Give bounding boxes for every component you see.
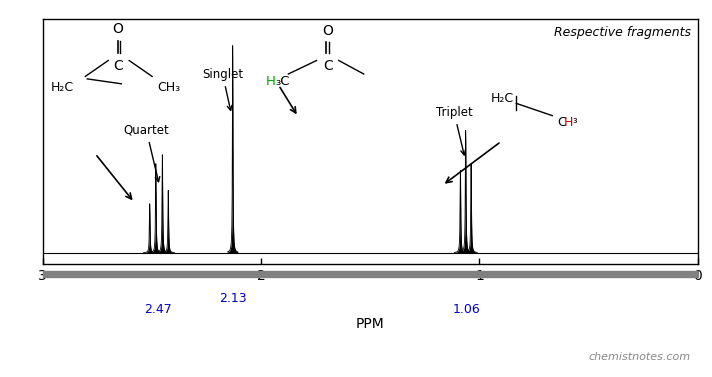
- Text: ₃C: ₃C: [276, 75, 290, 88]
- Text: chemistnotes.com: chemistnotes.com: [589, 352, 691, 362]
- Text: Singlet: Singlet: [202, 68, 244, 110]
- Text: 1.06: 1.06: [452, 303, 480, 316]
- Text: Triplet: Triplet: [436, 106, 473, 155]
- Text: CH₃: CH₃: [157, 81, 180, 94]
- Text: H₂C: H₂C: [491, 92, 514, 105]
- Text: O: O: [112, 22, 123, 36]
- Text: PPM: PPM: [356, 317, 384, 331]
- Bar: [43, 271, 698, 277]
- Text: 2.13: 2.13: [219, 292, 246, 305]
- Text: 2.47: 2.47: [145, 303, 172, 316]
- Text: O: O: [323, 25, 333, 38]
- Text: H: H: [266, 75, 276, 88]
- Text: H₂C: H₂C: [51, 81, 74, 94]
- Text: Quartet: Quartet: [123, 124, 169, 182]
- Text: C: C: [557, 116, 565, 129]
- Text: C: C: [113, 59, 123, 73]
- Text: H: H: [563, 116, 573, 129]
- Text: C: C: [323, 59, 333, 73]
- Text: Respective fragments: Respective fragments: [554, 26, 691, 39]
- Text: ₃: ₃: [572, 115, 577, 125]
